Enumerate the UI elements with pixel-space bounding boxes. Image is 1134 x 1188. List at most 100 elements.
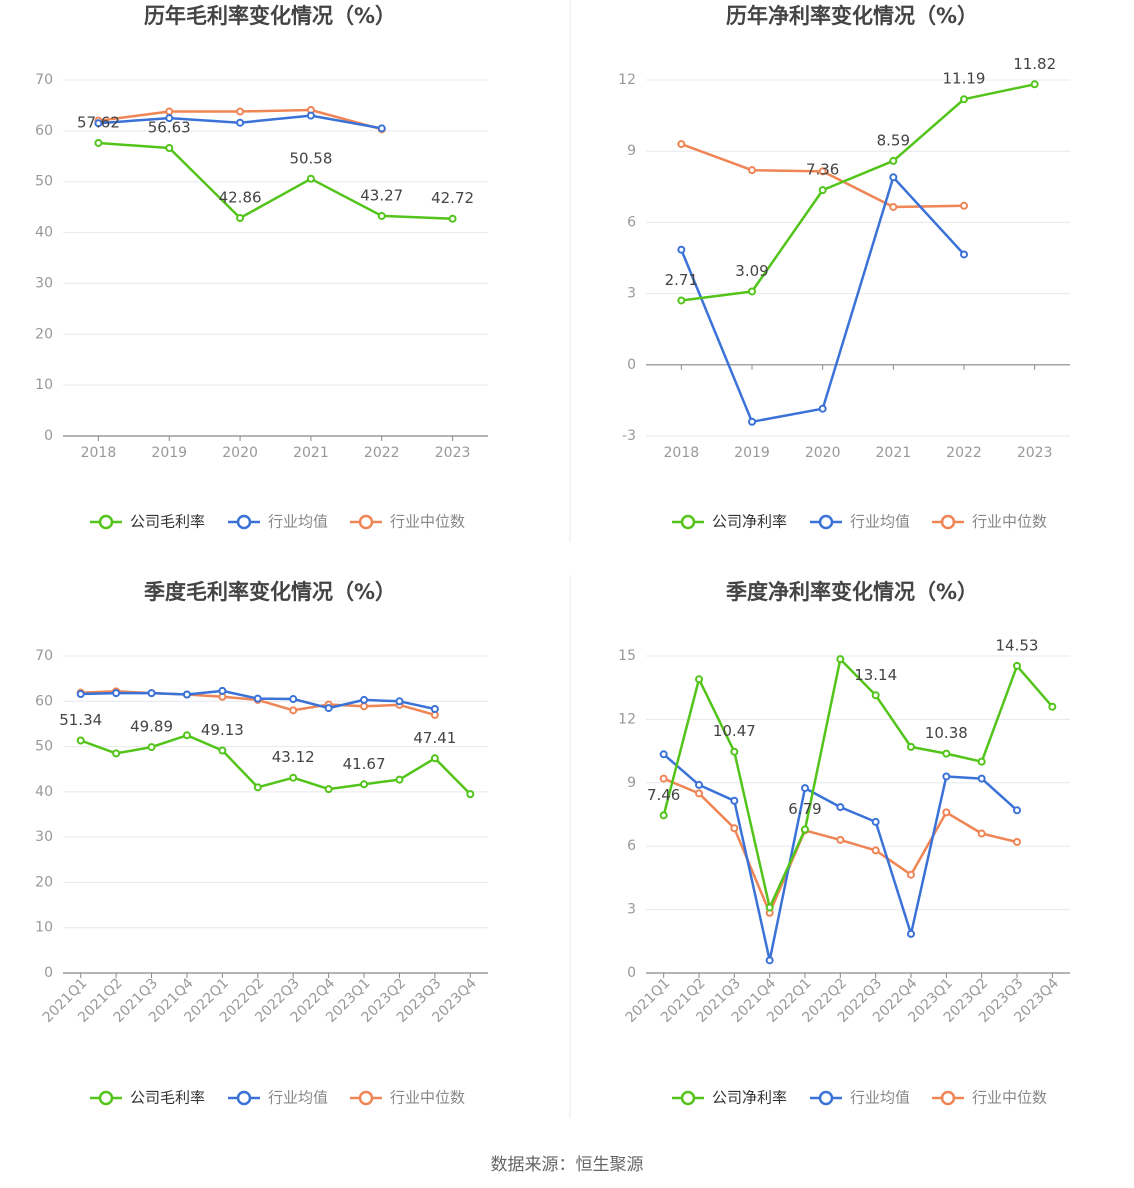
data-point-company: [165, 143, 174, 152]
series-avg: [659, 750, 1021, 965]
data-point-company: [147, 743, 156, 752]
data-label: 10.38: [925, 724, 968, 742]
data-point-company: [659, 811, 668, 820]
legend-swatch-marker: [358, 1090, 374, 1106]
chart-title: 季度毛利率变化情况（%）: [144, 580, 396, 604]
data-point-company: [324, 785, 333, 794]
series-company: [76, 731, 475, 799]
data-point-company: [907, 742, 915, 751]
legend-label: 行业均值: [850, 513, 910, 531]
data-source-note: 数据来源：恒生聚源: [490, 1155, 644, 1175]
y-tick-label: 60: [35, 693, 53, 709]
y-tick-label: 12: [618, 711, 636, 727]
y-tick-label: 0: [44, 428, 53, 444]
data-label: 42.86: [219, 189, 262, 207]
data-point-avg: [836, 803, 845, 812]
data-label: 7.46: [647, 786, 680, 804]
y-tick-label: 30: [35, 275, 53, 291]
data-point-avg: [942, 772, 951, 781]
data-point-avg: [377, 124, 386, 133]
series-company: [659, 655, 1057, 912]
legend-item-company[interactable]: 公司净利率: [672, 513, 787, 531]
legend-label: 公司净利率: [712, 1089, 787, 1107]
series-company: [94, 138, 457, 223]
legend-item-median[interactable]: 行业中位数: [350, 513, 465, 531]
data-label: 14.53: [996, 636, 1039, 654]
series-line-company: [681, 83, 1035, 302]
legend-swatch-marker: [680, 1090, 696, 1106]
legend-item-avg[interactable]: 行业均值: [228, 1089, 328, 1107]
y-tick-label: 10: [35, 377, 53, 393]
legend-item-median[interactable]: 行业中位数: [350, 1089, 465, 1107]
legend-item-company[interactable]: 公司毛利率: [90, 1089, 205, 1107]
data-point-median: [289, 706, 298, 715]
data-point-avg: [907, 929, 915, 938]
chart-title: 历年净利率变化情况（%）: [726, 4, 978, 28]
data-point-company: [748, 287, 756, 296]
data-point-company: [360, 780, 369, 789]
y-tick-label: 3: [627, 286, 636, 302]
y-tick-label: 30: [35, 829, 53, 845]
data-point-avg: [236, 118, 245, 127]
legend-item-median[interactable]: 行业中位数: [932, 513, 1047, 531]
y-tick-label: 9: [627, 775, 636, 791]
data-label: 43.12: [272, 748, 315, 766]
data-point-avg: [182, 690, 191, 699]
data-point-company: [289, 773, 298, 782]
data-point-avg: [748, 417, 756, 426]
y-tick-label: 12: [618, 72, 636, 88]
data-point-avg: [218, 686, 227, 695]
data-point-company: [1013, 661, 1021, 670]
y-tick-label: 0: [627, 357, 636, 373]
data-point-avg: [76, 690, 85, 699]
data-point-company: [430, 754, 439, 763]
data-point-median: [942, 808, 951, 817]
legend-swatch-marker: [818, 514, 834, 530]
y-tick-label: -3: [622, 428, 636, 444]
legend-item-company[interactable]: 公司净利率: [672, 1089, 787, 1107]
data-point-company: [677, 296, 686, 305]
data-point-avg: [94, 119, 103, 128]
legend-item-company[interactable]: 公司毛利率: [90, 513, 205, 531]
data-point-company: [977, 757, 986, 766]
legend-swatch-marker: [236, 1090, 252, 1106]
series-avg: [94, 111, 386, 133]
legend-swatch-marker: [98, 514, 114, 530]
series-avg: [677, 173, 968, 426]
chart-title: 历年毛利率变化情况（%）: [144, 4, 396, 28]
legend: 公司毛利率 行业均值 行业中位数: [90, 513, 465, 531]
data-point-avg: [960, 250, 968, 259]
legend-swatch-marker: [358, 514, 374, 530]
data-point-company: [801, 825, 809, 834]
legend-item-avg[interactable]: 行业均值: [810, 513, 910, 531]
data-point-median: [818, 167, 827, 176]
x-tick-label: 2018: [81, 445, 117, 461]
data-point-company: [182, 731, 191, 740]
data-point-company: [76, 736, 85, 745]
legend-label: 行业中位数: [972, 1089, 1047, 1107]
data-label: 42.72: [431, 189, 474, 207]
data-point-avg: [430, 704, 439, 713]
data-label: 57.62: [77, 113, 120, 131]
data-label: 8.59: [877, 131, 910, 149]
data-point-avg: [818, 404, 827, 413]
legend-item-avg[interactable]: 行业均值: [228, 513, 328, 531]
y-tick-label: 10: [35, 920, 53, 936]
data-point-median: [236, 107, 245, 116]
series-median: [659, 774, 1021, 917]
data-label: 47.41: [413, 729, 456, 747]
data-point-median: [360, 702, 369, 711]
legend: 公司净利率 行业均值 行业中位数: [672, 1089, 1047, 1107]
data-label: 3.09: [735, 262, 768, 280]
legend-item-median[interactable]: 行业中位数: [932, 1089, 1047, 1107]
y-tick-label: 20: [35, 326, 53, 342]
y-tick-label: 60: [35, 123, 53, 139]
data-point-avg: [730, 796, 739, 805]
series-line-company: [98, 141, 453, 220]
data-label: 2.71: [665, 271, 698, 289]
y-tick-label: 20: [35, 874, 53, 890]
data-point-company: [960, 95, 968, 104]
legend-item-avg[interactable]: 行业均值: [810, 1089, 910, 1107]
legend-label: 行业中位数: [390, 1089, 465, 1107]
data-label: 49.13: [201, 721, 244, 739]
